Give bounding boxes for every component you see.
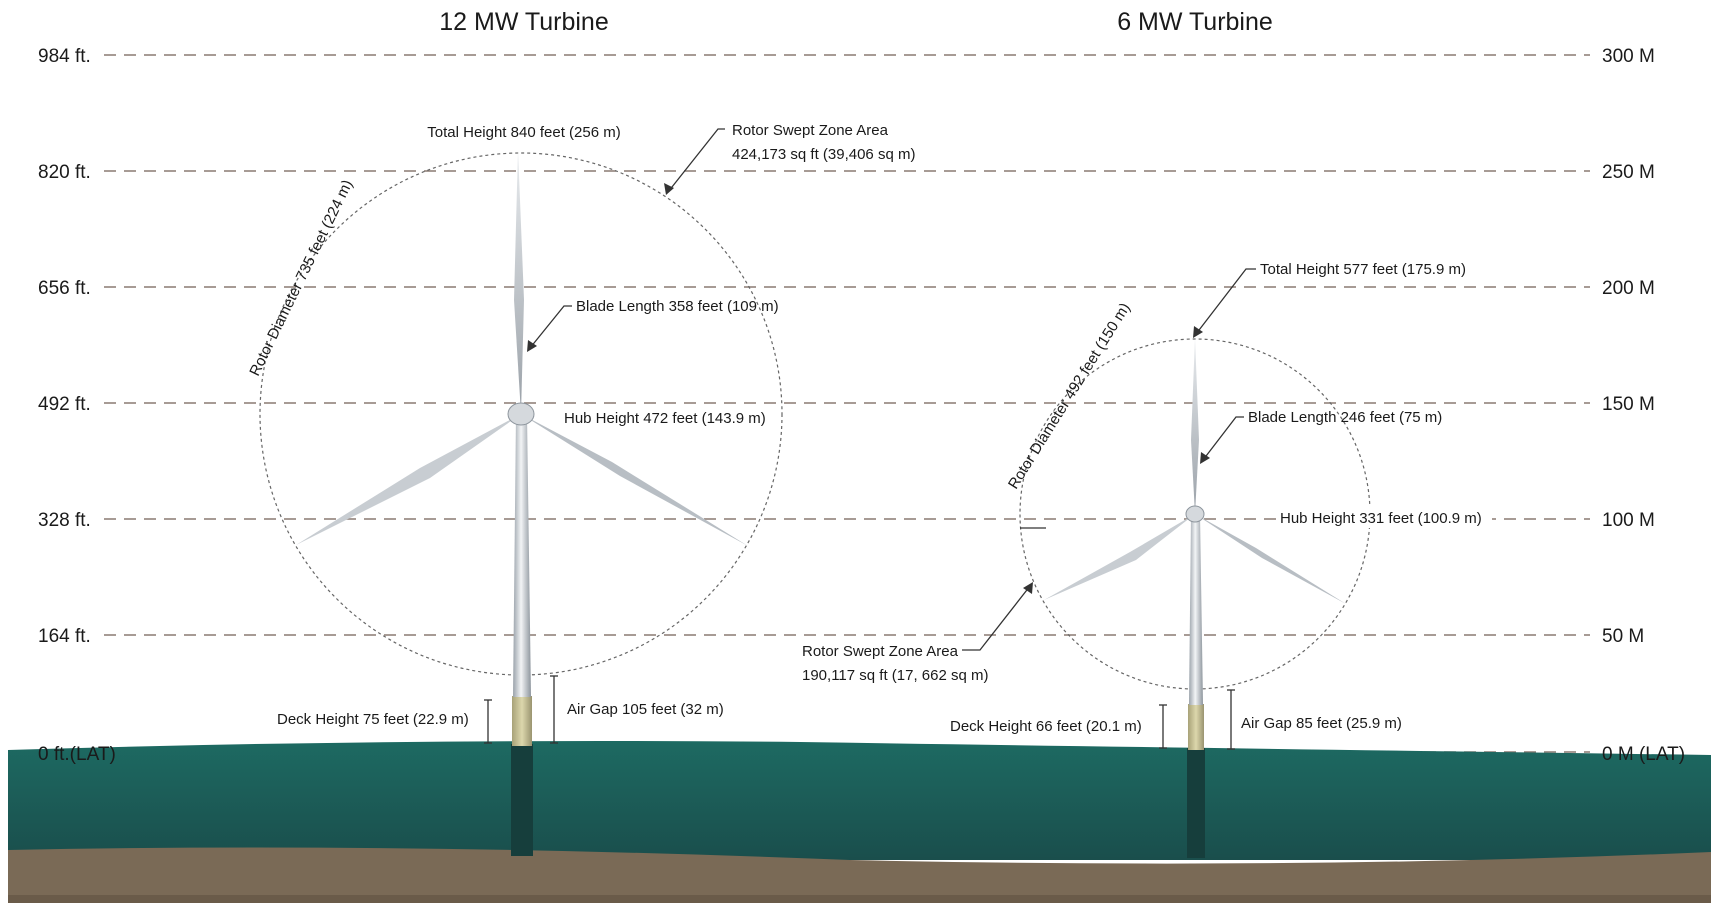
arrowhead-total-height-6mw <box>1193 326 1203 338</box>
title-12mw: 12 MW Turbine <box>439 8 609 36</box>
air-gap-label-6mw: Air Gap 85 feet (25.9 m) <box>1241 715 1402 732</box>
leader-blade-6mw <box>1202 416 1244 461</box>
axis-left-label: 328 ft. <box>38 510 91 531</box>
axis-left-feet: 984 ft. 820 ft. 656 ft. 492 ft. 328 ft. … <box>38 46 91 647</box>
axis-right-label: 300 M <box>1602 46 1655 67</box>
transition-piece-12mw <box>512 696 532 746</box>
rotor-diameter-label-6mw: Rotor Diameter 492 feet (150 m) <box>1005 300 1134 492</box>
axis-right-meters: 300 M 250 M 200 M 150 M 100 M 50 M <box>1602 46 1655 647</box>
swept-area-value-6mw: 190,117 sq ft (17, 662 sq m) <box>802 667 989 684</box>
deck-height-label-6mw: Deck Height 66 feet (20.1 m) <box>950 718 1142 735</box>
axis-left-label: 492 ft. <box>38 394 91 415</box>
turbine-6mw <box>1019 338 1371 858</box>
monopile-6mw <box>1187 748 1205 858</box>
arrowhead-swept-6mw <box>1023 582 1033 594</box>
axis-right-label: 50 M <box>1602 626 1644 647</box>
hub-height-label-6mw: Hub Height 331 feet (100.9 m) <box>1280 510 1482 527</box>
swept-area-label-6mw: Rotor Swept Zone Area <box>802 643 959 660</box>
swept-area-label-12mw: Rotor Swept Zone Area <box>732 122 889 139</box>
tower-6mw <box>1189 514 1203 705</box>
total-height-label-12mw: Total Height 840 feet (256 m) <box>427 124 620 141</box>
axis-right-label: 250 M <box>1602 162 1655 183</box>
blade-up-12mw <box>514 150 524 414</box>
arrowhead-blade-12mw <box>527 340 537 352</box>
axis-right-label: 0 M (LAT) <box>1602 744 1685 765</box>
axis-left-label: 984 ft. <box>38 46 91 67</box>
axis-left-label: 164 ft. <box>38 626 91 647</box>
swept-area-value-12mw: 424,173 sq ft (39,406 sq m) <box>732 146 915 163</box>
hub-height-label-bg-6mw <box>1276 506 1492 528</box>
deck-height-label-12mw: Deck Height 75 feet (22.9 m) <box>277 711 469 728</box>
leader-swept-12mw <box>667 128 725 193</box>
blade-length-label-6mw: Blade Length 246 feet (75 m) <box>1248 409 1442 426</box>
blade-left-12mw <box>296 414 521 545</box>
blade-length-label-12mw: Blade Length 358 feet (109 m) <box>576 298 779 315</box>
monopile-12mw <box>511 744 533 856</box>
leader-total-height-6mw <box>1195 268 1256 335</box>
blade-right-6mw <box>1195 514 1346 604</box>
arrowhead-swept-12mw <box>664 183 674 195</box>
seabed <box>8 847 1711 903</box>
axis-right-label: 200 M <box>1602 278 1655 299</box>
air-gap-label-12mw: Air Gap 105 feet (32 m) <box>567 701 724 718</box>
axis-right-label: 150 M <box>1602 394 1655 415</box>
blade-left-6mw <box>1044 514 1195 600</box>
title-6mw: 6 MW Turbine <box>1117 8 1273 36</box>
blade-up-6mw <box>1191 338 1199 514</box>
blade-right-12mw <box>521 414 748 546</box>
hub-12mw <box>507 402 535 426</box>
tower-12mw <box>513 414 531 697</box>
hub-6mw <box>1185 505 1205 523</box>
rotor-diameter-label-12mw: Rotor Diameter 735 feet (224 m) <box>246 177 356 379</box>
leader-swept-6mw <box>962 585 1031 651</box>
sea-water <box>8 741 1711 860</box>
annotations-6mw: Total Height 577 feet (175.9 m) Rotor Di… <box>802 261 1492 750</box>
hub-height-label-12mw: Hub Height 472 feet (143.9 m) <box>564 410 766 427</box>
transition-piece-6mw <box>1188 704 1204 750</box>
axis-left-label: 656 ft. <box>38 278 91 299</box>
axis-right-label: 100 M <box>1602 510 1655 531</box>
axis-left-label: 820 ft. <box>38 162 91 183</box>
axis-left-label: 0 ft.(LAT) <box>38 744 116 765</box>
turbine-12mw <box>259 150 783 856</box>
seabed-base <box>8 895 1711 903</box>
arrowhead-blade-6mw <box>1200 452 1210 464</box>
total-height-label-6mw: Total Height 577 feet (175.9 m) <box>1260 261 1466 278</box>
leader-blade-12mw <box>529 305 572 349</box>
